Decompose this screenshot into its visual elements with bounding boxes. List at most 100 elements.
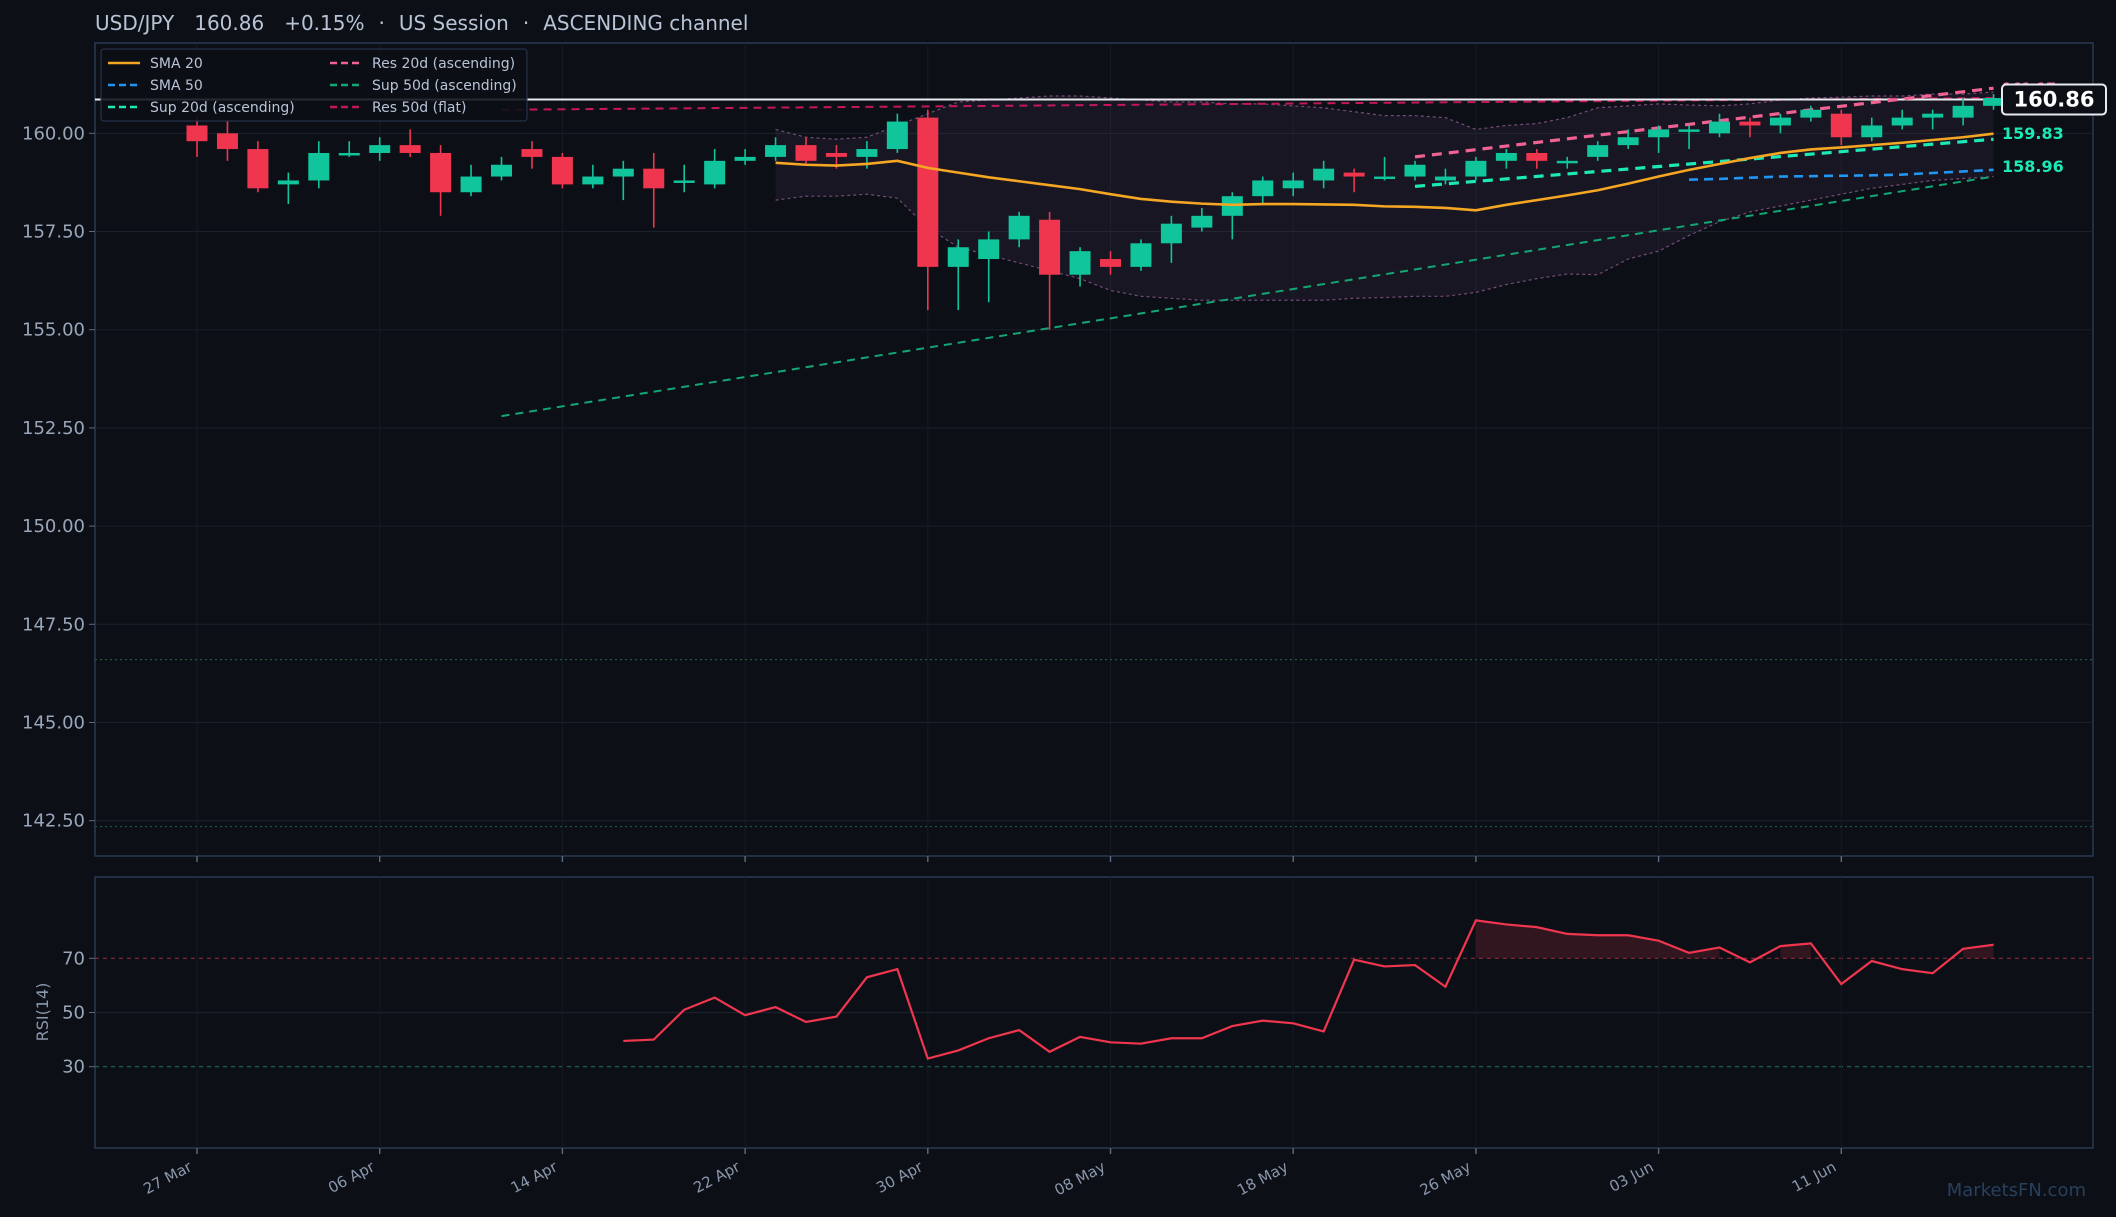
x-tick-label: 03 Jun xyxy=(1606,1158,1656,1196)
price-axis: 142.50 145.00 147.50 150.00 152.50 155.00 157.… xyxy=(22,123,95,832)
candle-body xyxy=(1404,164,1426,177)
last-price-tag-text: 160.86 xyxy=(2013,88,2094,112)
price-grid xyxy=(95,43,2093,856)
candle-body xyxy=(1922,113,1944,118)
rsi-plot xyxy=(623,919,1994,1060)
x-tick-label: 22 Apr xyxy=(691,1157,744,1197)
candle-body xyxy=(1587,145,1609,157)
last-price-tag xyxy=(2001,83,2107,116)
legend-label: Sup 20d (ascending) xyxy=(150,100,295,116)
candle-body xyxy=(1008,215,1030,240)
x-tick-label: 08 May xyxy=(1051,1158,1108,1200)
candle-body xyxy=(643,168,665,189)
session-label: US Session xyxy=(399,11,509,35)
candle-body xyxy=(886,121,908,150)
rsi-grid: 30 50 70 xyxy=(62,877,2093,1148)
rsi-overbought-fill xyxy=(1780,943,1811,959)
res-50d-line xyxy=(501,96,1994,111)
candle-body xyxy=(399,145,421,153)
candle-body xyxy=(612,168,634,177)
candle-body xyxy=(1648,129,1670,138)
rsi-overbought-fill xyxy=(1475,920,1720,959)
candle-body xyxy=(1769,117,1791,126)
price-tick-label: 152.50 xyxy=(22,418,85,439)
rsi-tick-label: 50 xyxy=(62,1003,85,1024)
candle-body xyxy=(369,145,391,153)
rsi-line xyxy=(623,919,1994,1060)
price-tick-label: 145.00 xyxy=(22,712,85,733)
overlays xyxy=(775,132,1994,212)
candle-body xyxy=(308,152,330,181)
x-tick-label: 27 Mar xyxy=(140,1157,195,1198)
candle-body xyxy=(491,164,512,177)
candle-body xyxy=(216,133,238,150)
sma20-tag: 159.83 xyxy=(2002,124,2064,143)
candle-body xyxy=(978,239,1000,260)
candle-body xyxy=(460,176,482,193)
candle-body xyxy=(1434,176,1456,181)
x-tick-label: 14 Apr xyxy=(508,1157,561,1197)
legend-label: SMA 20 xyxy=(150,56,203,72)
candle-body xyxy=(673,180,695,183)
legend: SMA 20 Res 20d (ascending) SMA 50 Sup 50d (… xyxy=(100,48,528,122)
candle-body xyxy=(1952,105,1974,118)
candle-body xyxy=(521,149,543,157)
candle-body xyxy=(856,149,878,157)
legend-label: Sup 50d (ascending) xyxy=(372,78,517,94)
candle-body xyxy=(1739,121,1761,126)
candle-body xyxy=(1861,125,1883,138)
price-tick-label: 157.50 xyxy=(22,222,85,243)
candle-body xyxy=(551,156,573,185)
candle-body xyxy=(1556,160,1578,164)
candle-body xyxy=(1678,129,1700,132)
legend-label: Res 20d (ascending) xyxy=(372,56,515,72)
candle-body xyxy=(795,145,817,161)
candle-body xyxy=(1069,251,1091,275)
sup-20d-line xyxy=(1414,137,1994,188)
candle-body xyxy=(825,152,847,157)
candle-body xyxy=(1160,223,1182,244)
bollinger-lower-line xyxy=(775,175,1994,301)
candles xyxy=(186,94,2005,330)
candle-body xyxy=(1130,243,1152,267)
separator-2: · xyxy=(523,11,529,35)
candle-body xyxy=(734,156,756,161)
rsi-axis-label: RSI(14) xyxy=(33,983,52,1042)
price-label: 160.86 xyxy=(194,11,264,35)
candle-body xyxy=(1830,113,1852,138)
candle-body xyxy=(1495,152,1517,161)
candle-body xyxy=(1800,109,1822,118)
candle-body xyxy=(1100,259,1121,267)
price-tick-label: 147.50 xyxy=(22,614,85,635)
sma20-line xyxy=(775,132,1994,212)
pair-label: USD/JPY xyxy=(95,11,175,35)
candle-body xyxy=(1709,121,1730,134)
sma50-line xyxy=(1689,168,1994,181)
x-tick-label: 11 Jun xyxy=(1789,1158,1839,1196)
rsi-tick-label: 70 xyxy=(62,948,85,969)
legend-label: Res 50d (flat) xyxy=(372,100,466,116)
candle-body xyxy=(1313,168,1335,181)
channel-label: ASCENDING channel xyxy=(543,11,748,35)
sma50-tag: 158.96 xyxy=(2002,157,2064,176)
candle-body xyxy=(582,176,604,185)
candle-body xyxy=(1191,215,1213,228)
candle-body xyxy=(1039,219,1061,275)
legend-box xyxy=(100,48,528,122)
candle-body xyxy=(1465,160,1487,177)
separator-1: · xyxy=(379,11,385,35)
candle-body xyxy=(1343,172,1365,177)
candle-body xyxy=(1374,176,1396,180)
candle-body xyxy=(430,152,452,193)
candle-body xyxy=(765,145,787,157)
price-panel-frame xyxy=(94,42,2094,857)
x-tick-label: 26 May xyxy=(1417,1158,1474,1200)
price-tick-label: 160.00 xyxy=(22,123,85,144)
change-label: +0.15% xyxy=(284,11,364,35)
rsi-tick-label: 30 xyxy=(62,1057,85,1078)
candle-body xyxy=(917,117,939,267)
candle-body xyxy=(186,125,208,142)
candle-body xyxy=(704,160,726,185)
